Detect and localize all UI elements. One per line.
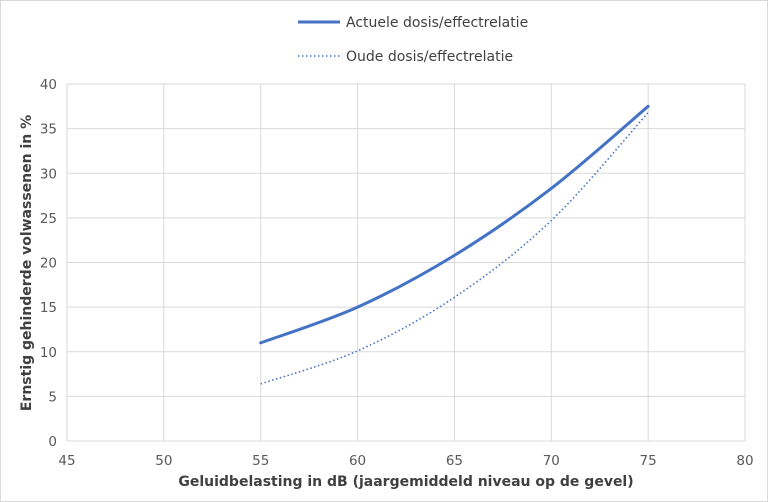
x-tick-label: 80 xyxy=(736,453,753,469)
tick-labels: 0 5 10 15 20 25 30 35 40 45 50 55 60 65 70 75 80 xyxy=(40,77,754,469)
y-tick-label: 40 xyxy=(40,77,57,93)
x-tick-label: 50 xyxy=(155,453,172,469)
legend-label-actueel: Actuele dosis/effectrelatie xyxy=(346,15,528,31)
x-tick-label: 65 xyxy=(446,453,463,469)
y-tick-label: 0 xyxy=(48,434,57,450)
x-tick-label: 60 xyxy=(349,453,366,469)
y-tick-label: 15 xyxy=(40,300,57,316)
x-tick-label: 70 xyxy=(543,453,560,469)
y-tick-label: 20 xyxy=(40,256,57,272)
series-lines xyxy=(259,104,650,385)
series-line-oud xyxy=(260,112,649,385)
y-tick-label: 35 xyxy=(40,122,57,138)
series-line-actueel xyxy=(259,104,650,345)
y-tick-label: 5 xyxy=(48,389,57,405)
legend: Actuele dosis/effectrelatie Oude dosis/e… xyxy=(298,15,528,65)
y-axis-label: Ernstig gehinderde volwassenen in % xyxy=(19,115,35,411)
x-tick-label: 75 xyxy=(640,453,657,469)
x-axis-label: Geluidbelasting in dB (jaargemiddeld niv… xyxy=(178,474,633,490)
y-tick-label: 30 xyxy=(40,166,57,182)
x-tick-label: 55 xyxy=(252,453,269,469)
legend-label-oud: Oude dosis/effectrelatie xyxy=(346,49,513,65)
y-tick-label: 10 xyxy=(40,345,57,361)
gridlines xyxy=(66,83,746,442)
x-tick-label: 45 xyxy=(58,453,75,469)
y-tick-label: 25 xyxy=(40,211,57,227)
